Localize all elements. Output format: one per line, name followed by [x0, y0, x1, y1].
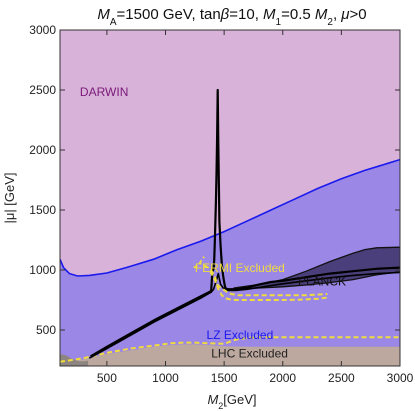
y-tick-label: 3000	[29, 23, 56, 37]
region-label-planck: PLANCK	[298, 275, 346, 289]
fermi-lower-line	[209, 270, 328, 301]
planck-region	[233, 247, 400, 290]
lz-region	[60, 159, 400, 366]
region-label-lz: LZ Excluded	[207, 328, 274, 342]
y-tick-label: 1500	[29, 203, 56, 217]
relic-line-lower	[88, 271, 400, 359]
lhc-region	[60, 344, 400, 366]
lhc-dashed-edge	[60, 336, 400, 363]
x-axis-title: M2[GeV]	[207, 392, 256, 411]
plot-frame	[59, 29, 401, 367]
chart-title: MA=1500 GeV, tanβ=10, M1=0.5 M2, μ>0	[97, 6, 366, 28]
x-tick-label: 2000	[269, 371, 296, 385]
fermi-small-line	[193, 256, 205, 269]
x-axis: 500 1000 1500 2000 2500 3000	[97, 30, 414, 385]
region-label-fermi: FERMI Excluded	[195, 261, 285, 275]
planck-lower-line	[233, 271, 400, 290]
y-axis: 500 1000 1500 2000 2500 3000	[29, 23, 400, 337]
x-tick-label: 1000	[152, 371, 179, 385]
y-axis-title: |μ| [GeV]	[2, 172, 17, 223]
x-tick-label: 1500	[211, 371, 238, 385]
plot-area	[60, 30, 400, 366]
lz-boundary-line	[60, 158, 400, 277]
region-label-darwin: DARWIN	[80, 85, 128, 99]
region-label-lhc: LHC Excluded	[211, 347, 288, 361]
region-labels: DARWIN LZ Excluded FERMI Excluded PLANCK LHC…	[80, 85, 346, 361]
x-tick-label: 500	[97, 371, 117, 385]
x-tick-label: 2500	[328, 371, 355, 385]
x-tick-label: 3000	[387, 371, 414, 385]
relic-line-upper	[89, 88, 400, 358]
y-tick-label: 2000	[29, 143, 56, 157]
y-tick-label: 1000	[29, 263, 56, 277]
y-tick-label: 500	[36, 323, 56, 337]
y-tick-label: 2500	[29, 83, 56, 97]
lhc-dark-patch	[60, 354, 89, 366]
fermi-upper-line	[203, 264, 328, 297]
